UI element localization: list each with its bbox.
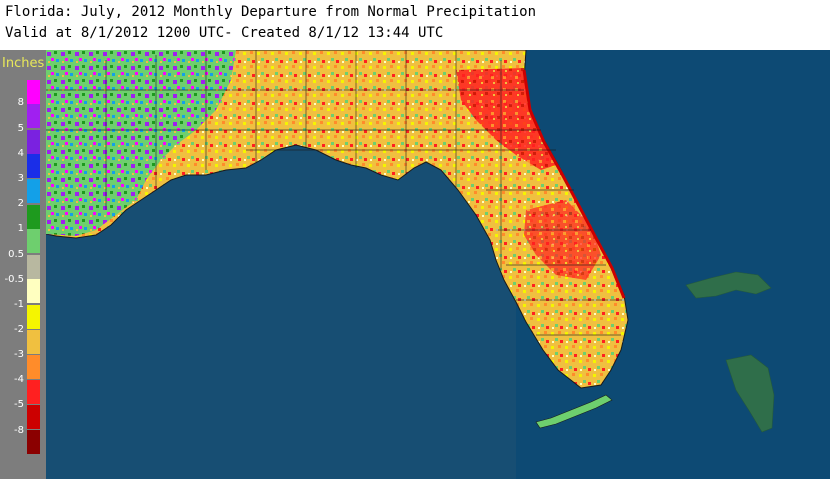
county-lines [46,50,624,336]
legend-swatch-0 [27,80,40,104]
legend-swatch-5 [27,205,40,229]
legend-tick-label: -1 [14,299,24,310]
legend-swatch-1 [27,104,40,128]
legend-tick-label: -3 [14,349,24,360]
legend-tick-label: -2 [14,324,24,335]
legend-swatch-9 [27,305,40,329]
legend-tick-label: 4 [17,148,24,159]
florida-keys [535,394,613,429]
legend-swatch-10 [27,330,40,354]
legend-tick-label: -8 [14,425,24,436]
legend-swatch-7 [27,255,40,279]
legend-swatch-13 [27,405,40,429]
legend-swatch-3 [27,154,40,178]
legend-swatch-4 [27,179,40,203]
map-header: Florida: July, 2012 Monthly Departure fr… [0,0,830,50]
atlantic-coast-line [522,69,626,299]
bahamas-islands [685,271,775,433]
legend-tick-label: -0.5 [4,274,24,285]
legend-swatch-14 [27,430,40,454]
precipitation-legend: Inches 8 5 4 3 2 1 0.5 -0.5 -1 -2 -3 -4 … [0,50,46,479]
legend-tick-label: 8 [17,97,24,108]
legend-tick-label: 3 [17,173,24,184]
map-title: Florida: July, 2012 Monthly Departure fr… [5,4,537,20]
legend-tick-label: -4 [14,374,24,385]
legend-tick-label: 5 [17,123,24,134]
legend-swatch-12 [27,380,40,404]
legend-tick-label: 2 [17,198,24,209]
legend-tick-label: 0.5 [8,249,24,260]
central-dry-region [524,200,601,280]
legend-unit: Inches [2,56,45,71]
legend-swatch-11 [27,355,40,379]
florida-map [46,50,830,479]
legend-tick-label: -5 [14,399,24,410]
legend-swatch-8 [27,279,40,303]
map-subtitle: Valid at 8/1/2012 1200 UTC- Created 8/1/… [5,25,444,41]
legend-swatch-6 [27,229,40,253]
legend-tick-label: 1 [17,223,24,234]
legend-swatch-2 [27,130,40,154]
northeast-dry-region [456,68,556,170]
northwest-wet-region [46,50,236,236]
